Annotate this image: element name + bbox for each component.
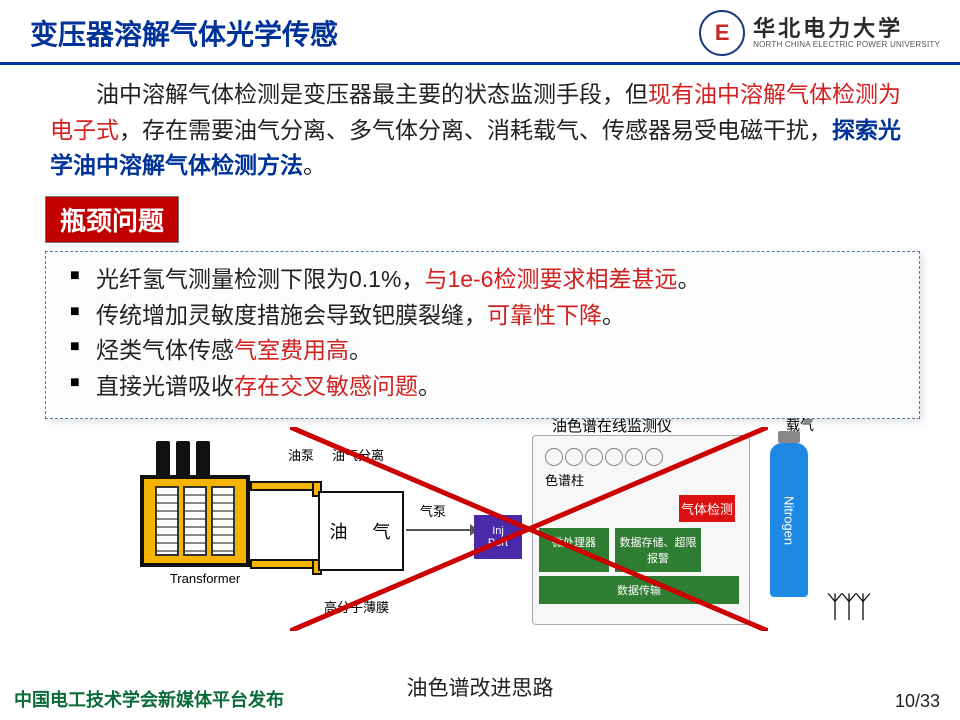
diagram: Transformer 油泵 油气分离 油 气 高分子薄膜 气泵 Inj Por… <box>140 431 820 631</box>
antenna-icon: ᛉᛉᛉ <box>826 591 868 625</box>
intro-pre: 油中溶解气体检测是变压器最主要的状态监测手段，但 <box>96 81 648 107</box>
chrom-column-label: 色谱柱 <box>545 470 743 489</box>
page-number: 10/33 <box>895 691 940 712</box>
university-name-cn: 华北电力大学 <box>753 17 940 41</box>
university-name-en: NORTH CHINA ELECTRIC POWER UNIVERSITY <box>753 41 940 50</box>
problems-list: 光纤氢气测量检测下限为0.1%，与1e-6检测要求相差甚远。 传统增加灵敏度措施… <box>70 262 901 405</box>
problem-item-1: 光纤氢气测量检测下限为0.1%，与1e-6检测要求相差甚远。 <box>70 262 901 298</box>
logo-icon: E <box>699 10 745 56</box>
analyzer-title: 油色谱在线监测仪 <box>552 415 672 436</box>
intro-end: 。 <box>303 152 326 178</box>
separation-label: 油气分离 <box>332 445 384 464</box>
intro-mid: ，存在需要油气分离、多气体分离、消耗载气、传感器易受电磁干扰， <box>119 117 832 143</box>
diagram-wrap: Transformer 油泵 油气分离 油 气 高分子薄膜 气泵 Inj Por… <box>140 431 820 631</box>
oil-gas-box: 油 气 <box>318 491 404 571</box>
slide-title: 变压器溶解气体光学传感 <box>30 13 338 53</box>
transformer-label: Transformer <box>140 571 270 586</box>
gas-pump-label: 气泵 <box>420 501 446 520</box>
bottleneck-label: 瓶颈问题 <box>45 196 179 243</box>
nitrogen-cylinder-icon: Nitrogen <box>770 443 808 597</box>
problems-box: 光纤氢气测量检测下限为0.1%，与1e-6检测要求相差甚远。 传统增加灵敏度措施… <box>45 251 920 420</box>
pipe <box>250 481 320 491</box>
pump-label: 油泵 <box>288 445 314 464</box>
chromatograph-coils-icon <box>545 448 743 466</box>
slide-header: 变压器溶解气体光学传感 E 华北电力大学 NORTH CHINA ELECTRI… <box>0 0 960 62</box>
green-box-cpu: 微处理器 <box>539 528 609 572</box>
university-logo-block: E 华北电力大学 NORTH CHINA ELECTRIC POWER UNIV… <box>699 10 940 56</box>
analyzer-box: 色谱柱 气体检测 微处理器 数据存储、超限报警 数据传输 <box>532 435 750 625</box>
problem-item-4: 直接光谱吸收存在交叉敏感问题。 <box>70 369 901 405</box>
intro-paragraph: 油中溶解气体检测是变压器最主要的状态监测手段，但现有油中溶解气体检测为电子式，存… <box>0 77 960 184</box>
footer-publisher: 中国电工技术学会新媒体平台发布 <box>14 686 284 712</box>
slide-footer: 中国电工技术学会新媒体平台发布 10/33 <box>14 686 940 712</box>
arrow-icon <box>406 529 470 531</box>
university-name: 华北电力大学 NORTH CHINA ELECTRIC POWER UNIVER… <box>753 17 940 50</box>
green-box-storage: 数据存储、超限报警 <box>615 528 701 572</box>
detect-box: 气体检测 <box>679 495 735 522</box>
problem-item-2: 传统增加灵敏度措施会导致钯膜裂缝，可靠性下降。 <box>70 298 901 334</box>
green-box-transfer: 数据传输 <box>539 576 739 604</box>
pipe <box>250 559 320 569</box>
injection-port: Inj Port <box>474 515 522 559</box>
header-divider <box>0 62 960 65</box>
membrane-label: 高分子薄膜 <box>324 597 389 616</box>
problem-item-3: 烃类气体传感气室费用高。 <box>70 333 901 369</box>
